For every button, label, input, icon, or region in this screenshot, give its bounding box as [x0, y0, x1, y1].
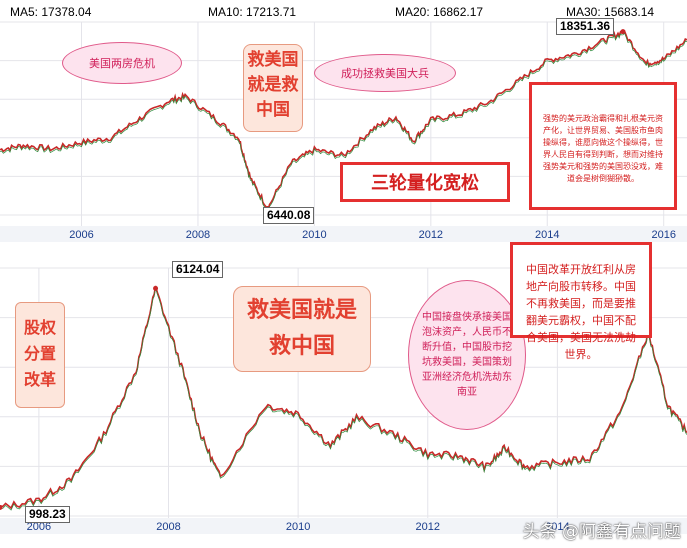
moving-average-line: [0, 32, 687, 215]
crisis-bubble: 美国两房危机: [62, 42, 182, 84]
top-low-label: 6440.08: [263, 207, 315, 224]
x-tick-label: 2014: [545, 521, 569, 533]
success-bubble: 成功拯救美国大兵: [314, 54, 456, 92]
red-text-box-top: 强势的美元政治霸得和扎根美元资产化，让世界贸易、美国股市鱼肉操纵得，谁愿向做这个…: [529, 82, 677, 210]
x-axis-strip: [0, 518, 687, 534]
ma5-label: MA5: 17378.04: [10, 5, 92, 19]
ma10-label: MA10: 17213.71: [208, 5, 297, 19]
peak-point: [153, 285, 159, 291]
ma30-label: MA30: 15683.14: [566, 5, 655, 19]
x-tick-label: 2012: [419, 229, 443, 241]
watermark: 头条 @阿鑫有点问题: [522, 522, 681, 542]
bottom-low-label: 998.23: [25, 506, 70, 523]
reform-callout: 股权 分置 改革: [15, 302, 65, 408]
x-tick-label: 2006: [27, 521, 51, 533]
low-point: [0, 505, 3, 511]
x-tick-label: 2006: [69, 229, 93, 241]
x-tick-label: 2016: [651, 229, 675, 241]
x-tick-label: 2014: [535, 229, 559, 241]
moving-average-line: [0, 287, 687, 511]
save-us-save-china-callout: 救美国 就是救 中国: [243, 44, 303, 132]
x-axis-strip: [0, 226, 687, 242]
qe-box: 三轮量化宽松: [340, 162, 510, 202]
ma20-label: MA20: 16862.17: [395, 5, 484, 19]
x-tick-label: 2012: [416, 521, 440, 533]
x-tick-label: 2010: [286, 521, 310, 533]
peak-point: [620, 29, 626, 35]
price-series-line: [0, 29, 687, 215]
x-tick-label: 2010: [302, 229, 326, 241]
x-tick-label: 2008: [156, 521, 180, 533]
top-chart-svg: 2006 2008 2010 2012 2014 2016: [0, 21, 687, 242]
x-tick-label: 2008: [186, 229, 210, 241]
pink-bubble-bottom: 中国接盘侠承接美国泡沫资产，人民币不断升值，中国股市挖坑救美国，美国策划亚洲经济…: [408, 280, 526, 430]
bottom-peak-label: 6124.04: [172, 261, 224, 278]
top-peak-label: 18351.36: [556, 18, 615, 35]
red-text-box-bottom: 中国改革开放红利从房地产向股市转移。中国不再救美国，而是要推翻美元霸权，中国不配…: [510, 242, 652, 361]
save-us-big-callout: 救美国就是 救中国: [233, 286, 371, 372]
price-series-line: [0, 285, 687, 510]
